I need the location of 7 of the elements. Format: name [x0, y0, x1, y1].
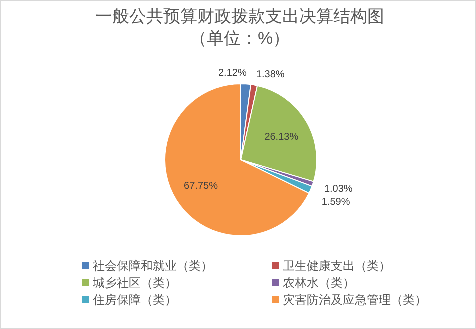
chart-title: 一般公共预算财政拨款支出决算结构图（单位：%） [94, 6, 386, 50]
data-label: 2.12% [218, 68, 247, 80]
data-label: 67.75% [184, 180, 218, 192]
data-label: 1.03% [324, 184, 353, 195]
data-label: 1.59% [322, 196, 350, 208]
data-label: 26.13% [264, 132, 299, 144]
data-label: 1.38% [256, 69, 285, 80]
